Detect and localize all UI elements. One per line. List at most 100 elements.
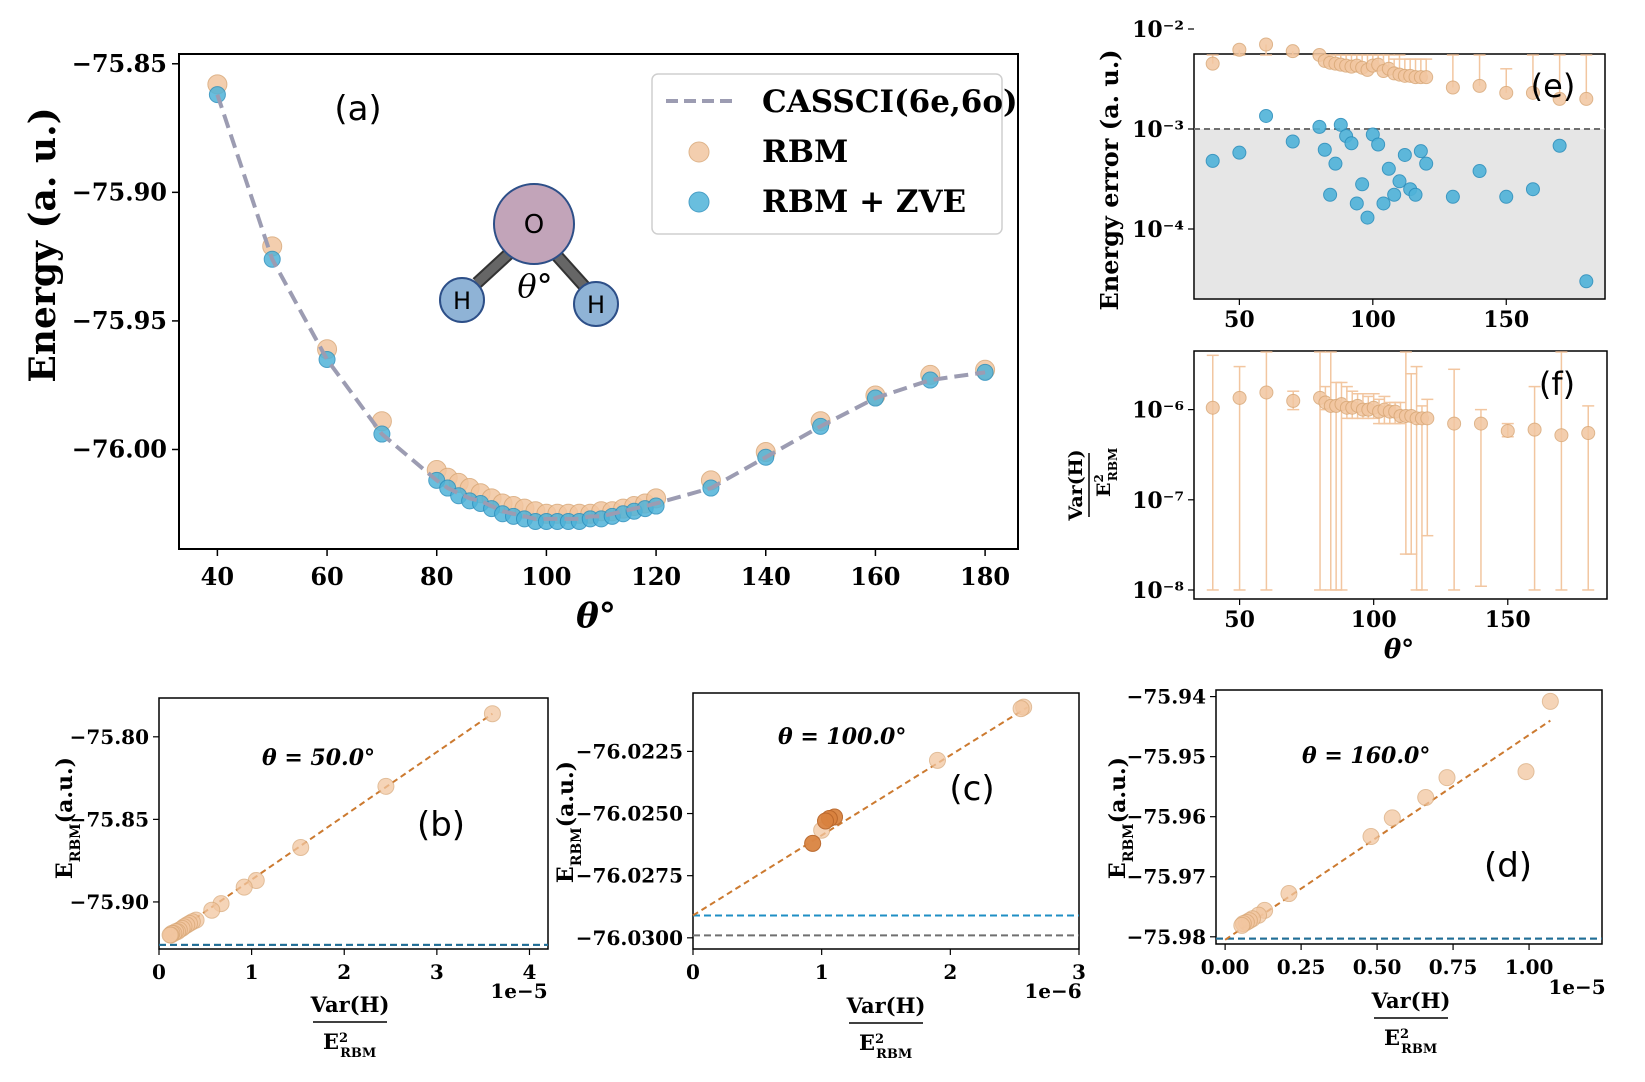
panel-e-marks (1194, 37, 1605, 298)
d-den-e: E (1384, 1025, 1400, 1050)
var-point (1286, 393, 1301, 408)
panel-a-ylabel: Energy (a. u.) (22, 107, 64, 382)
panel-b: 0 1 2 3 4 −75.80 −75.85 −75.90 θ = 50.0° (b) 1e… (52, 697, 549, 1061)
hydrogen-atom-left (439, 277, 485, 323)
angle-label: θ° (517, 267, 552, 305)
x-tick-label: 180 (960, 562, 1010, 591)
energy-point (235, 878, 253, 896)
panel-a-legend: CASSCI(6e,6o) RBM RBM + ZVE (651, 73, 1018, 235)
d-xlabel-den: E2 RBM (1384, 1025, 1437, 1057)
energy-point (377, 777, 395, 795)
panel-f-ylabel-den: E2RBM (1092, 448, 1120, 497)
x-tick-label: 80 (420, 562, 453, 591)
zve-error-point (1285, 134, 1300, 149)
y-tick-label: −75.85 (70, 807, 149, 831)
x-tick-label: 0.50 (1353, 955, 1402, 979)
panel-e-ticks: 50 100 150 10⁻² 10⁻³ 10⁻⁴ (1132, 17, 1529, 333)
energy-point (1362, 828, 1380, 846)
panel-f-label: (f) (1539, 365, 1575, 403)
x-tick-label: 0.75 (1429, 955, 1478, 979)
hydrogen-right-label: H (587, 291, 605, 319)
energy-point (1541, 692, 1559, 710)
energy-point (203, 901, 221, 919)
oxygen-atom (493, 183, 575, 265)
panel-d-marks (1216, 692, 1602, 941)
zve-error-point (1355, 177, 1370, 192)
b-ylabel-e: E (52, 862, 78, 879)
c-den-sup: 2 (875, 1032, 884, 1047)
energy-point-highlight (817, 812, 835, 830)
panel-c-xlabel: Var(H) E2 RBM (846, 993, 926, 1062)
f-den-sub: RBM (1106, 448, 1120, 481)
d-xlabel-num: Var(H) (1371, 988, 1451, 1013)
y-tick-label: 10⁻⁷ (1132, 488, 1184, 514)
rbm-error-point (1259, 37, 1274, 52)
legend-rbm-label: RBM (762, 134, 848, 170)
panel-c: 0 1 2 3 −76.0225 −76.0250 −76.0275 −76.0300 θ =… (553, 692, 1086, 1062)
y-tick-label: 10⁻³ (1132, 117, 1184, 143)
var-point (1447, 416, 1462, 431)
energy-point (1233, 916, 1251, 934)
x-tick-label: 50 (1224, 307, 1255, 333)
x-tick-label: 160 (850, 562, 900, 591)
c-den-e: E (859, 1030, 875, 1055)
panel-e: 50 100 150 10⁻² 10⁻³ 10⁻⁴ Energy error (a. u.… (1095, 17, 1606, 333)
x-tick-label: 120 (631, 562, 681, 591)
panel-c-xscale: 1e−6 (1024, 979, 1081, 1003)
panel-f-ylabel: Var(H) E2RBM (1065, 448, 1120, 522)
zve-error-point (1232, 145, 1247, 160)
zve-error-point (1579, 274, 1594, 289)
rbm-error-point (1472, 78, 1487, 93)
legend-rbm-swatch (688, 141, 710, 163)
rbm-error-point (1579, 91, 1594, 106)
energy-point (1438, 769, 1456, 787)
rbm-error-point (1445, 80, 1460, 95)
x-tick-label: 1 (815, 960, 829, 984)
panel-a-marks (207, 74, 996, 530)
energy-point (928, 751, 946, 769)
x-tick-label: 50 (1224, 607, 1255, 633)
zve-error-point (1408, 187, 1423, 202)
zve-error-point (1333, 117, 1348, 132)
x-tick-label: 150 (1485, 607, 1531, 633)
energy-point (1517, 763, 1535, 781)
panel-c-ylabel: ERBM(a.u.) (553, 761, 585, 883)
zve-error-point (1344, 136, 1359, 151)
var-point (1259, 385, 1274, 400)
y-tick-label: −76.0300 (576, 926, 683, 950)
y-tick-label: 10⁻² (1132, 17, 1184, 43)
var-point (1473, 416, 1488, 431)
zve-error-point (1381, 161, 1396, 176)
zve-error-point (1371, 137, 1386, 152)
x-tick-label: 2 (337, 960, 351, 984)
panel-d-xlabel: Var(H) E2 RBM (1371, 988, 1451, 1057)
zve-error-point (1360, 210, 1375, 225)
panel-d-annotation: θ = 160.0° (1302, 743, 1430, 769)
var-point (1527, 422, 1542, 437)
zve-error-point (1312, 119, 1327, 134)
y-tick-label: −76.0250 (576, 802, 683, 826)
y-tick-label: −76.0275 (576, 864, 683, 888)
panel-b-xlabel: Var(H) E2 RBM (310, 992, 390, 1061)
panel-f-ticks: 50 100 150 10⁻⁶ 10⁻⁷ 10⁻⁸ (1132, 398, 1531, 633)
panel-d-ylabel: ERBM(a.u.) (1105, 757, 1137, 879)
c-ylabel-tail: (a.u.) (553, 761, 579, 827)
rbm-error-point (1232, 42, 1247, 57)
y-tick-label: 10⁻⁶ (1132, 398, 1184, 424)
x-tick-label: 60 (310, 562, 343, 591)
b-xlabel-num: Var(H) (310, 992, 390, 1017)
y-tick-label: −75.90 (70, 890, 149, 914)
d-ylabel-e: E (1105, 862, 1131, 879)
zve-error-point (1376, 196, 1391, 211)
panel-d-ticks: 0.00 0.25 0.50 0.75 1.00 −75.94 −75.95 −75.96 −7… (1127, 685, 1554, 979)
energy-point (1417, 788, 1435, 806)
energy-point (1383, 809, 1401, 827)
var-point (1205, 400, 1220, 415)
c-xlabel-den: E2 RBM (859, 1030, 912, 1062)
rbm-error-point (1419, 70, 1434, 85)
x-tick-label: 150 (1483, 307, 1529, 333)
x-tick-label: 100 (1350, 307, 1396, 333)
panel-b-ticks: 0 1 2 3 4 −75.80 −75.85 −75.90 (70, 725, 537, 984)
energy-point (292, 838, 310, 856)
zve-error-point (1205, 153, 1220, 168)
